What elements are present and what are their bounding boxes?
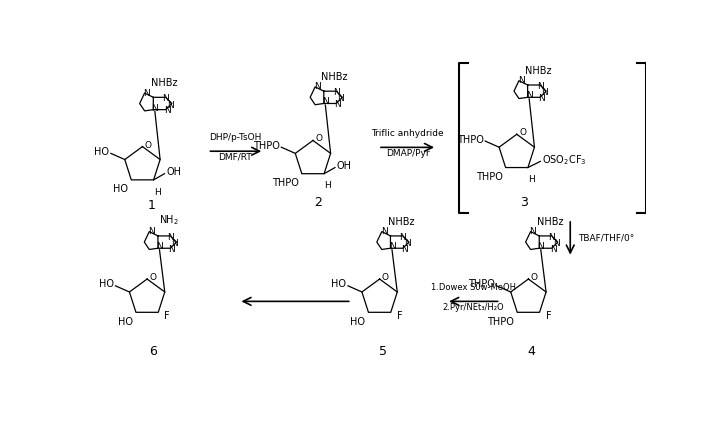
Text: DHP/p-TsOH: DHP/p-TsOH xyxy=(209,133,261,142)
Text: N: N xyxy=(536,82,544,91)
Text: N: N xyxy=(156,242,163,251)
Text: N: N xyxy=(550,245,556,253)
Text: Triflic anhydride: Triflic anhydride xyxy=(371,129,444,138)
Text: N: N xyxy=(314,82,321,91)
Text: 1: 1 xyxy=(148,199,156,212)
Text: OH: OH xyxy=(166,167,181,177)
Text: N: N xyxy=(167,233,174,242)
Text: N: N xyxy=(381,227,388,236)
Text: N: N xyxy=(169,245,175,253)
Text: N: N xyxy=(401,245,408,253)
Text: THPO: THPO xyxy=(475,172,503,182)
Text: 2: 2 xyxy=(314,196,322,209)
Text: HO: HO xyxy=(94,147,109,157)
Text: N: N xyxy=(151,104,158,112)
Text: HO: HO xyxy=(118,317,133,327)
Text: OSO$_2$CF$_3$: OSO$_2$CF$_3$ xyxy=(542,153,587,167)
Text: OH: OH xyxy=(337,161,352,171)
Text: N: N xyxy=(549,233,555,242)
Text: THPO: THPO xyxy=(468,279,495,289)
Text: N: N xyxy=(148,227,155,236)
Text: 5: 5 xyxy=(378,345,387,358)
Text: O: O xyxy=(531,273,538,282)
Text: F: F xyxy=(397,311,403,321)
Text: HO: HO xyxy=(99,279,114,289)
Text: HO: HO xyxy=(113,184,129,194)
Text: N: N xyxy=(404,239,411,248)
Text: F: F xyxy=(164,311,170,321)
Text: N: N xyxy=(164,106,171,115)
Text: N: N xyxy=(538,242,544,251)
Text: O: O xyxy=(149,273,157,282)
Text: NHBz: NHBz xyxy=(322,72,348,82)
Text: DMAP/Pyr: DMAP/Pyr xyxy=(386,149,429,158)
Text: DMF/RT: DMF/RT xyxy=(218,153,252,162)
Text: N: N xyxy=(337,95,344,104)
Text: N: N xyxy=(144,89,150,98)
Text: F: F xyxy=(546,311,551,321)
Text: NHBz: NHBz xyxy=(151,78,177,88)
Text: O: O xyxy=(145,141,151,150)
Text: TBAF/THF/0°: TBAF/THF/0° xyxy=(578,234,634,243)
Text: NHBz: NHBz xyxy=(537,217,564,227)
Text: 4: 4 xyxy=(528,345,536,358)
Text: 3: 3 xyxy=(520,196,528,209)
Text: NHBz: NHBz xyxy=(388,217,414,227)
Text: O: O xyxy=(382,273,389,282)
Text: N: N xyxy=(172,239,178,248)
Text: N: N xyxy=(538,94,545,103)
Text: 2.Pyr/NEt₃/H₂O: 2.Pyr/NEt₃/H₂O xyxy=(442,303,504,312)
Text: H: H xyxy=(325,181,332,190)
Text: N: N xyxy=(399,233,406,242)
Text: THPO: THPO xyxy=(457,135,484,144)
Text: N: N xyxy=(322,98,329,106)
Text: O: O xyxy=(315,134,322,144)
Text: N: N xyxy=(388,242,396,251)
Text: THPO: THPO xyxy=(253,141,280,151)
Text: H: H xyxy=(154,187,161,196)
Text: HO: HO xyxy=(350,317,365,327)
Text: HO: HO xyxy=(332,279,346,289)
Text: NH$_2$: NH$_2$ xyxy=(159,213,179,227)
Text: N: N xyxy=(553,239,559,248)
Text: N: N xyxy=(518,76,525,85)
Text: THPO: THPO xyxy=(488,317,514,327)
Text: THPO: THPO xyxy=(272,178,299,188)
Text: N: N xyxy=(335,100,341,109)
Text: N: N xyxy=(162,95,169,104)
Text: O: O xyxy=(519,128,526,137)
Text: NHBz: NHBz xyxy=(526,66,551,76)
Text: N: N xyxy=(526,91,533,100)
Text: H: H xyxy=(528,175,535,184)
Text: 6: 6 xyxy=(149,345,157,358)
Text: N: N xyxy=(541,88,548,97)
Text: N: N xyxy=(167,101,174,109)
Text: N: N xyxy=(529,227,536,236)
Text: N: N xyxy=(333,88,340,97)
Text: 1.Dowex S0w-MeOH: 1.Dowex S0w-MeOH xyxy=(431,283,516,292)
